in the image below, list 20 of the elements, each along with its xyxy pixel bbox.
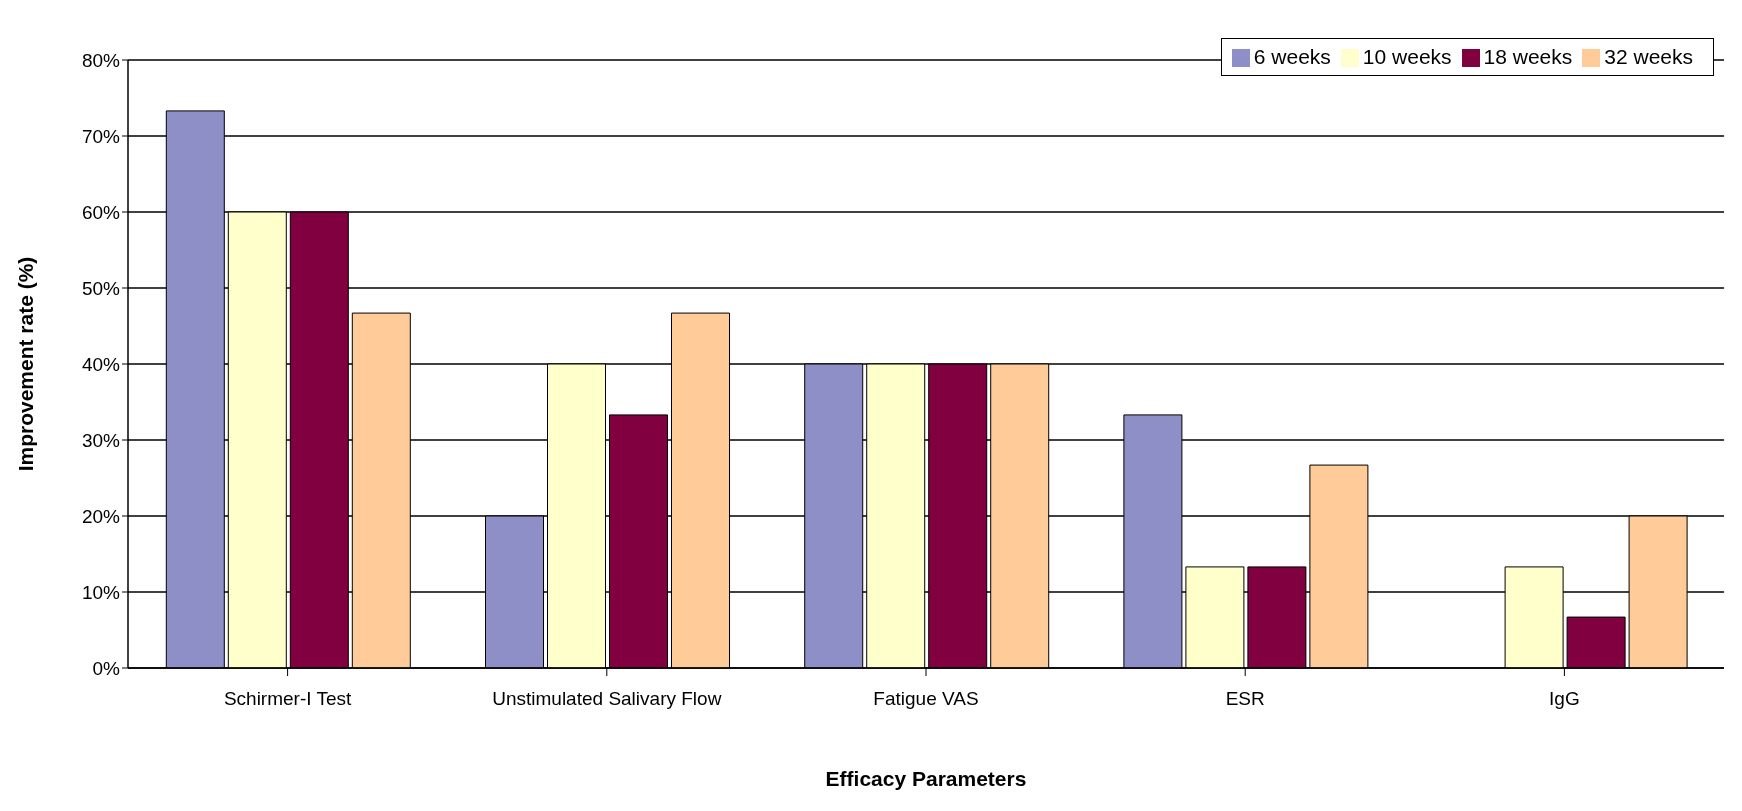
y-axis-title: Improvement rate (%) <box>14 256 38 472</box>
y-tick-label: 30% <box>81 429 121 451</box>
x-tick-label: Unstimulated Salivary Flow <box>492 688 722 710</box>
y-tick-label: 70% <box>81 125 121 147</box>
legend-label: 10 weeks <box>1362 45 1452 68</box>
y-tick-label: 40% <box>81 353 121 375</box>
y-tick-label: 80% <box>81 49 121 71</box>
y-tick-label: 60% <box>81 201 121 223</box>
x-tick-label: Fatigue VAS <box>873 688 979 710</box>
y-tick-label: 20% <box>81 505 121 527</box>
legend-label: 18 weeks <box>1483 45 1573 68</box>
x-axis-title: Efficacy Parameters <box>825 767 1027 790</box>
y-tick-label: 0% <box>92 657 121 679</box>
x-tick-label: ESR <box>1225 688 1265 710</box>
legend-label: 32 weeks <box>1604 45 1693 68</box>
x-tick-label: Schirmer-I Test <box>223 688 353 710</box>
y-tick-label: 10% <box>81 581 121 603</box>
legend-label: 6 weeks <box>1253 45 1331 68</box>
x-tick-label: IgG <box>1549 688 1580 710</box>
y-tick-label: 50% <box>81 277 121 299</box>
